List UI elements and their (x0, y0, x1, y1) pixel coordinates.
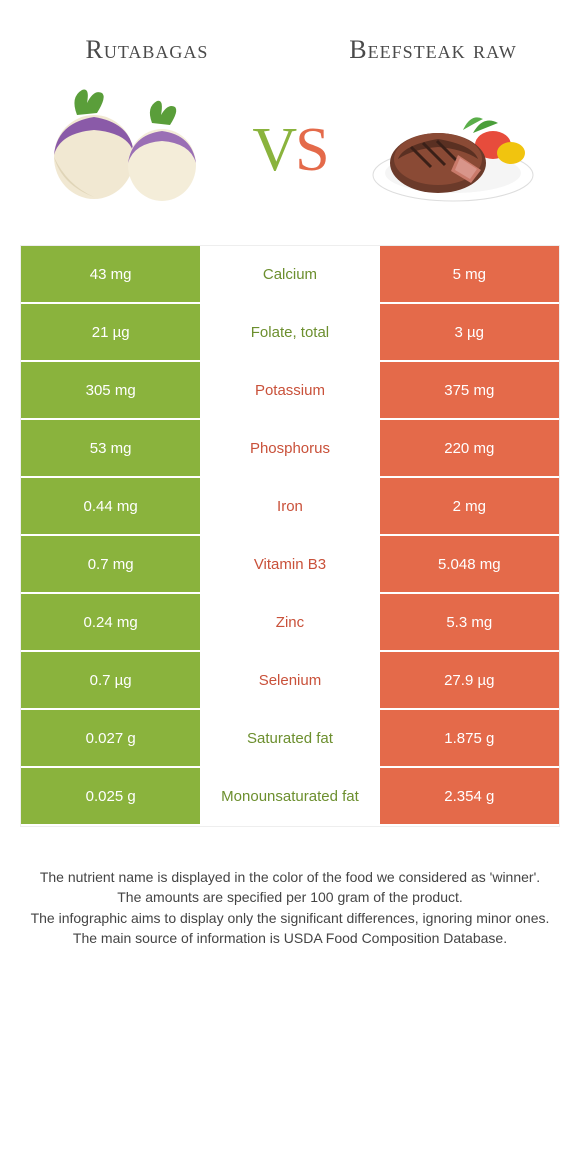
left-value: 53 mg (21, 420, 200, 478)
nutrient-label: Potassium (200, 362, 379, 420)
header-row: Rutabagas Beefsteak raw (0, 0, 580, 70)
right-value: 5.3 mg (380, 594, 559, 652)
table-row: 0.7 µgSelenium27.9 µg (21, 652, 559, 710)
left-value: 0.44 mg (21, 478, 200, 536)
right-value: 375 mg (380, 362, 559, 420)
table-row: 0.7 mgVitamin B35.048 mg (21, 536, 559, 594)
right-food-image (363, 80, 543, 220)
right-value: 2 mg (380, 478, 559, 536)
right-value: 2.354 g (380, 768, 559, 826)
vs-label: VS (252, 115, 327, 186)
right-value: 3 µg (380, 304, 559, 362)
table-row: 0.24 mgZinc5.3 mg (21, 594, 559, 652)
left-value: 21 µg (21, 304, 200, 362)
left-food-image (37, 80, 217, 220)
left-value: 0.025 g (21, 768, 200, 826)
footer-line-1: The nutrient name is displayed in the co… (25, 867, 555, 887)
right-food-title: Beefsteak raw (316, 35, 550, 65)
right-value: 5.048 mg (380, 536, 559, 594)
infographic-container: Rutabagas Beefsteak raw VS (0, 0, 580, 978)
footer-line-4: The main source of information is USDA F… (25, 928, 555, 948)
table-row: 0.027 gSaturated fat1.875 g (21, 710, 559, 768)
table-row: 43 mgCalcium5 mg (21, 246, 559, 304)
nutrient-label: Monounsaturated fat (200, 768, 379, 826)
table-row: 305 mgPotassium375 mg (21, 362, 559, 420)
left-value: 0.027 g (21, 710, 200, 768)
nutrient-label: Zinc (200, 594, 379, 652)
footer-line-3: The infographic aims to display only the… (25, 908, 555, 928)
nutrient-label: Saturated fat (200, 710, 379, 768)
left-value: 0.7 mg (21, 536, 200, 594)
right-value: 1.875 g (380, 710, 559, 768)
footer-line-2: The amounts are specified per 100 gram o… (25, 887, 555, 907)
left-value: 0.7 µg (21, 652, 200, 710)
left-value: 305 mg (21, 362, 200, 420)
right-value: 27.9 µg (380, 652, 559, 710)
footer-notes: The nutrient name is displayed in the co… (0, 827, 580, 978)
table-row: 0.025 gMonounsaturated fat2.354 g (21, 768, 559, 826)
right-value: 5 mg (380, 246, 559, 304)
table-row: 21 µgFolate, total3 µg (21, 304, 559, 362)
table-row: 0.44 mgIron2 mg (21, 478, 559, 536)
nutrient-label: Folate, total (200, 304, 379, 362)
left-value: 0.24 mg (21, 594, 200, 652)
nutrient-label: Calcium (200, 246, 379, 304)
nutrient-label: Iron (200, 478, 379, 536)
nutrient-label: Phosphorus (200, 420, 379, 478)
table-row: 53 mgPhosphorus220 mg (21, 420, 559, 478)
nutrient-label: Vitamin B3 (200, 536, 379, 594)
left-food-title: Rutabagas (30, 35, 264, 65)
vs-v: V (252, 116, 295, 184)
vs-s: S (295, 116, 327, 184)
left-value: 43 mg (21, 246, 200, 304)
nutrient-label: Selenium (200, 652, 379, 710)
nutrient-table: 43 mgCalcium5 mg21 µgFolate, total3 µg30… (20, 245, 560, 827)
right-value: 220 mg (380, 420, 559, 478)
images-row: VS (0, 70, 580, 245)
